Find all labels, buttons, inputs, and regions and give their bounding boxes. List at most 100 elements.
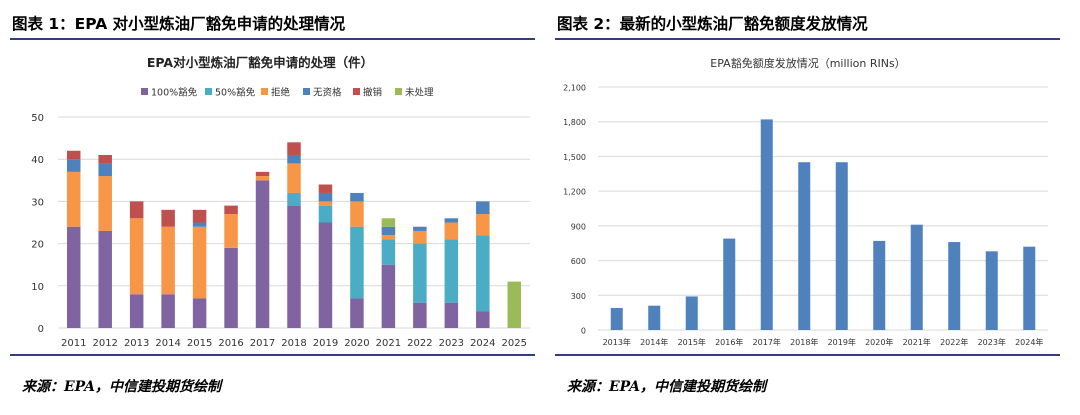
- bar-segment: [413, 243, 427, 303]
- y-tick-label: 0: [581, 327, 586, 336]
- bar-segment: [381, 239, 396, 265]
- bar-segment: [444, 239, 459, 303]
- y-tick-label: 1,200: [563, 188, 586, 197]
- bar-segment: [350, 201, 364, 227]
- bar-segment: [350, 192, 364, 202]
- bar-segment: [161, 209, 175, 227]
- right-header-rule: [555, 38, 1060, 40]
- bar: [985, 251, 998, 330]
- legend-swatch: [395, 88, 402, 95]
- bar-segment: [255, 171, 270, 177]
- legend-swatch: [353, 88, 360, 95]
- bar: [610, 308, 623, 330]
- y-tick-label: 40: [31, 155, 44, 166]
- y-tick-label: 600: [571, 257, 586, 266]
- bar-segment: [476, 311, 490, 328]
- y-tick-label: 900: [571, 222, 586, 231]
- bar-segment: [98, 176, 112, 231]
- bar-segment: [318, 192, 333, 202]
- bar-segment: [287, 163, 301, 193]
- x-tick-label: 2021年: [903, 337, 931, 347]
- x-tick-label: 2012: [92, 338, 117, 349]
- bar-segment: [66, 171, 81, 227]
- y-tick-label: 2,100: [563, 84, 586, 93]
- legend-label: 撤销: [363, 87, 383, 99]
- bar: [648, 305, 661, 330]
- y-tick-label: 0: [38, 324, 44, 335]
- bar-segment: [224, 205, 238, 215]
- x-tick-label: 2019年: [828, 337, 856, 347]
- bar: [723, 238, 736, 330]
- legend-swatch: [141, 88, 148, 95]
- bar-segment: [161, 226, 175, 295]
- legend-label: 50%豁免: [215, 87, 256, 99]
- bar-segment: [381, 218, 396, 227]
- x-tick-label: 2017: [250, 338, 275, 349]
- bar-segment: [444, 222, 459, 240]
- y-tick-label: 1,500: [563, 153, 586, 162]
- bar-segment: [98, 154, 112, 164]
- bar-segment: [287, 205, 301, 328]
- x-tick-label: 2023年: [978, 337, 1006, 347]
- bar-segment: [318, 184, 333, 193]
- x-tick-label: 2019: [313, 338, 338, 349]
- bar-segment: [350, 298, 364, 328]
- bar-segment: [98, 230, 112, 328]
- right-figure-header: 图表 2：最新的小型炼油厂豁免额度发放情况: [555, 0, 1060, 40]
- bar-segment: [476, 235, 490, 312]
- x-tick-label: 2025: [502, 338, 527, 349]
- x-tick-label: 2013年: [603, 337, 631, 347]
- bar: [873, 240, 886, 330]
- bar-segment: [192, 209, 207, 223]
- bar-segment: [161, 294, 175, 328]
- bar: [1023, 246, 1036, 330]
- y-tick-label: 300: [571, 292, 586, 301]
- left-figure-panel: 图表 1：EPA 对小型炼油厂豁免申请的处理情况 EPA对小型炼油厂豁免申请的处…: [10, 0, 535, 395]
- bar-segment: [192, 222, 207, 227]
- bar-segment: [224, 247, 238, 328]
- bar-segment: [381, 235, 396, 240]
- x-tick-label: 2023: [439, 338, 464, 349]
- x-tick-label: 2022: [407, 338, 432, 349]
- bar: [685, 296, 698, 330]
- bar-segment: [255, 180, 270, 328]
- x-tick-label: 2013: [124, 338, 149, 349]
- bar-segment: [255, 176, 270, 181]
- x-tick-label: 2017年: [753, 337, 781, 347]
- x-tick-label: 2015年: [678, 337, 706, 347]
- x-tick-label: 2011: [61, 338, 86, 349]
- x-tick-label: 2024年: [1015, 337, 1043, 347]
- x-tick-label: 2016: [218, 338, 243, 349]
- legend-label: 无资格: [313, 87, 342, 99]
- bar-segment: [444, 218, 459, 223]
- x-tick-label: 2020: [344, 338, 369, 349]
- bar-segment: [507, 281, 522, 328]
- y-tick-label: 1,800: [563, 118, 586, 127]
- bar-segment: [66, 150, 81, 160]
- bar-chart: EPA豁免额度发放情况（million RINs） 0 300 600 900 1,200…: [563, 56, 1048, 347]
- chart-1-title: EPA对小型炼油厂豁免申请的处理（件）: [147, 55, 373, 70]
- x-tick-label: 2014年: [640, 337, 668, 347]
- bar-segment: [192, 226, 207, 299]
- x-tick-label: 2014: [155, 338, 180, 349]
- bar-segment: [287, 154, 301, 164]
- y-tick-label: 50: [31, 113, 44, 124]
- bar-segment: [287, 192, 301, 206]
- left-header-rule: [10, 38, 535, 40]
- bar-segment: [476, 201, 490, 215]
- bar-segment: [413, 230, 427, 244]
- bar-segment: [318, 201, 333, 206]
- bar-segment: [350, 226, 364, 299]
- legend-label: 100%豁免: [151, 87, 198, 99]
- bar-segment: [381, 264, 396, 328]
- bar-segment: [66, 226, 81, 328]
- chart-2-title: EPA豁免额度发放情况（million RINs）: [710, 56, 905, 70]
- bar-segment: [192, 298, 207, 328]
- stacked-bar-chart: EPA对小型炼油厂豁免申请的处理（件） 100%豁免 50%豁免 拒绝 无资格 撤销 未处理…: [31, 55, 530, 349]
- bar: [910, 224, 923, 330]
- right-figure-title: 图表 2：最新的小型炼油厂豁免额度发放情况: [557, 15, 868, 33]
- x-tick-label: 2020年: [865, 337, 893, 347]
- bar-segment: [129, 218, 144, 295]
- left-footer-rule: [10, 354, 535, 356]
- bar: [760, 119, 773, 331]
